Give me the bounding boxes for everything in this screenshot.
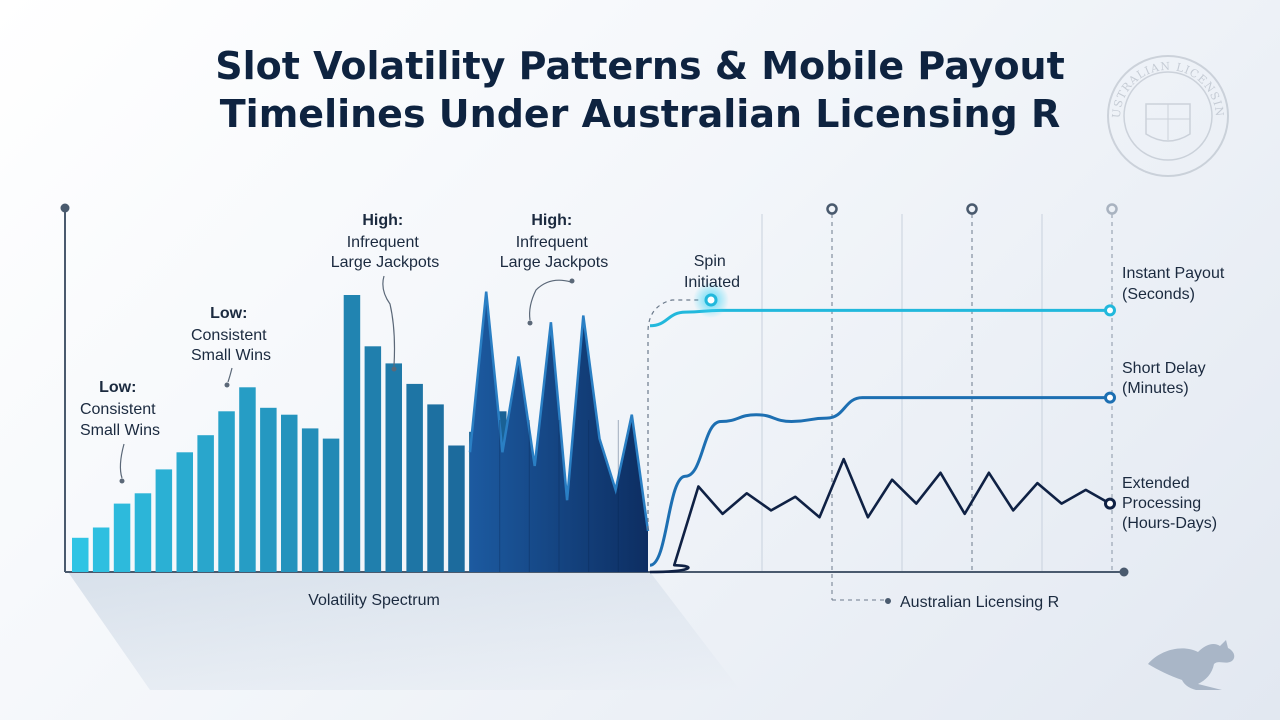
annotation-high-1-line-1: Infrequent <box>347 234 420 251</box>
licensing-annotation-text: Australian Licensing R <box>900 594 1059 611</box>
svg-text:High: Infrequent L: High: Infrequent Large Jackpots <box>331 212 440 271</box>
annotation-high-1-line-2: Large Jackpots <box>331 254 440 271</box>
bar-16 <box>385 363 402 572</box>
spike-area <box>470 291 648 572</box>
svg-text:Low: Consistent Sm: Low: Consistent Small Wins <box>80 379 160 439</box>
payout-lines <box>649 304 1116 574</box>
line-extended-processing <box>649 457 1111 574</box>
chart-title-line-1: Slot Volatility Patterns & Mobile Payout <box>215 44 1065 88</box>
annotation-low-1: Low: Consistent Small Wins <box>80 379 160 484</box>
annotation-high-1-heading: High: <box>362 212 403 229</box>
svg-text:Spin Initiated: Spin Initiated <box>684 253 740 291</box>
bar-8 <box>218 411 235 572</box>
bar-15 <box>364 346 382 572</box>
svg-text:Instant Payout (Seconds): Instant Payout (Seconds) <box>1122 265 1229 303</box>
y-axis-cap <box>60 203 70 213</box>
bar-17 <box>406 383 423 572</box>
line-instant-payout-endpoint <box>1104 304 1116 317</box>
spin-initiated-line-1: Spin <box>694 253 726 270</box>
licensing-annotation: Australian Licensing R <box>832 594 1059 611</box>
seal-emblem: AUSTRALIAN LICENSING <box>0 0 1229 177</box>
annotation-low-2-line-1: Consistent <box>191 327 267 344</box>
svg-text:Short Delay (Minutes): Short Delay (Minutes) <box>1122 360 1210 397</box>
bar-7 <box>197 435 214 572</box>
spin-initiated-line-2: Initiated <box>684 274 740 291</box>
bar-5 <box>155 469 173 572</box>
timeline-grid <box>761 214 1043 572</box>
series-label-extended: Extended Processing (Hours-Days) <box>1122 475 1217 532</box>
bar-4 <box>134 493 152 572</box>
svg-text:AUSTRALIAN LICENSING: AUSTRALIAN LICENSING <box>0 0 1226 119</box>
annotation-low-1-line-2: Small Wins <box>80 422 160 439</box>
annotation-high-1: High: Infrequent Large Jackpots <box>331 212 440 372</box>
chart-title-line-2: Timelines Under Australian Licensing R <box>219 92 1061 136</box>
svg-text:Low: Consistent Sm: Low: Consistent Small Wins <box>191 305 271 364</box>
bar-9 <box>239 387 256 572</box>
annotation-high-2-heading: High: <box>531 212 572 229</box>
bar-3 <box>113 503 131 572</box>
annotation-low-1-heading: Low: <box>99 379 136 396</box>
bar-13 <box>322 438 340 572</box>
bar-2 <box>92 527 110 572</box>
svg-text:High: Infrequent L: High: Infrequent Large Jackpots <box>500 212 609 271</box>
line-short-delay <box>649 396 1110 567</box>
series-label-extended-sub: (Hours-Days) <box>1122 515 1217 532</box>
annotation-low-2: Low: Consistent Small Wins <box>191 305 271 388</box>
series-label-instant: Instant Payout (Seconds) <box>1122 265 1229 303</box>
series-label-short-name: Short Delay <box>1122 360 1206 377</box>
annotation-low-2-line-2: Small Wins <box>191 347 271 364</box>
series-label-short: Short Delay (Minutes) <box>1122 360 1210 397</box>
timeline-marker-2 <box>966 203 978 215</box>
series-label-instant-sub: (Seconds) <box>1122 286 1195 303</box>
spike-crest <box>468 291 650 532</box>
bar-12 <box>301 428 319 572</box>
seal-text: AUSTRALIAN LICENSING <box>0 0 1225 119</box>
annotation-high-2: High: Infrequent Large Jackpots <box>500 212 609 326</box>
bar-11 <box>281 414 298 572</box>
line-short-delay-endpoint <box>1104 391 1116 404</box>
bar-19 <box>448 445 465 572</box>
bar-6 <box>176 452 193 572</box>
timeline-marker-1 <box>826 203 838 215</box>
kangaroo-icon <box>1148 640 1235 690</box>
volatility-spikes <box>468 291 650 572</box>
bar-shadow <box>68 572 740 690</box>
volatility-bars <box>72 295 507 572</box>
x-axis-label: Volatility Spectrum <box>308 592 440 609</box>
annotation-low-2-heading: Low: <box>210 305 247 322</box>
chart-title: Slot Volatility Patterns & Mobile Payout… <box>130 42 1150 138</box>
timeline-markers <box>826 203 1118 600</box>
bar-1 <box>72 537 89 572</box>
spin-initiated-marker: Spin Initiated <box>647 253 740 530</box>
series-label-extended-name-1: Extended <box>1122 475 1190 492</box>
svg-text:Extended Processing: Extended Processing (Hours-Days) <box>1122 475 1217 532</box>
annotation-low-1-line-1: Consistent <box>80 401 156 418</box>
annotation-high-2-line-1: Infrequent <box>516 234 589 251</box>
x-axis-cap <box>1119 567 1129 577</box>
line-extended-processing-endpoint <box>1104 497 1116 510</box>
timeline-marker-3 <box>1106 203 1118 215</box>
series-label-extended-name-2: Processing <box>1122 495 1201 512</box>
series-label-short-sub: (Minutes) <box>1122 380 1189 397</box>
bar-18 <box>427 404 444 572</box>
bar-10 <box>260 407 277 572</box>
annotation-high-2-line-2: Large Jackpots <box>500 254 609 271</box>
series-label-instant-name: Instant Payout <box>1122 265 1225 282</box>
bar-14 <box>343 295 361 572</box>
